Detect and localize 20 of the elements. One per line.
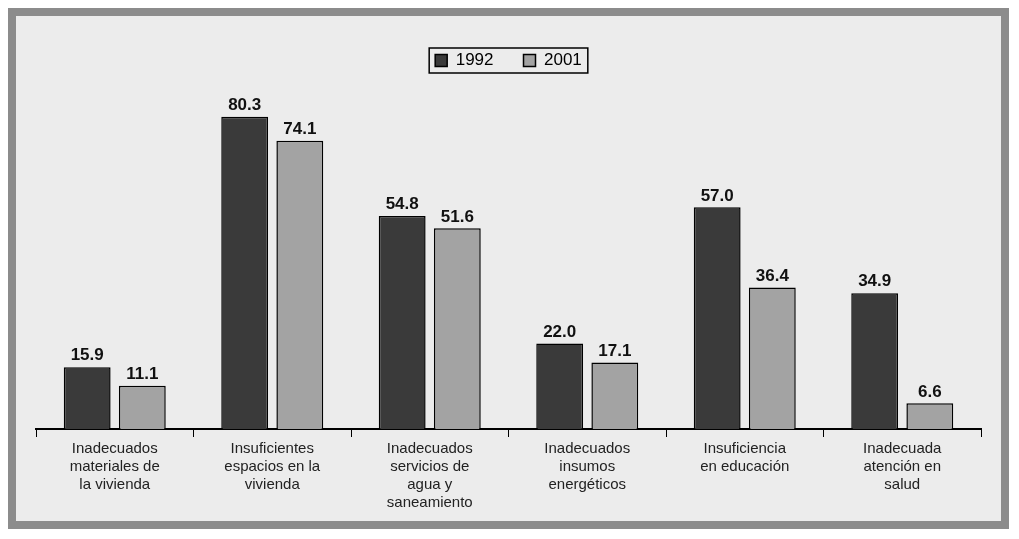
x-tick-label: Insuficiencia en educación [700,439,790,475]
x-tick-label: Inadecuada atención en salud [863,439,943,493]
data-label: 80.3 [228,94,262,114]
x-tick-label: Inadecuados servicios de agua y saneamiento [386,439,473,511]
legend-label: 2001 [544,50,582,70]
x-tick-label: Inadecuados insumos energéticos [544,439,631,493]
data-label: 17.1 [598,340,632,360]
data-label: 11.1 [126,364,159,384]
data-label: 54.8 [385,194,419,214]
data-label: 74.1 [283,119,317,139]
data-label: 15.9 [70,345,104,365]
x-tick-label: Insuficientes espacios en la vivienda [224,439,321,493]
data-label: 57.0 [700,185,734,205]
legend-label: 1992 [455,50,494,70]
data-label: 36.4 [755,265,790,285]
data-label: 34.9 [858,271,892,291]
data-label: 6.6 [917,381,942,401]
data-label: 22.0 [543,321,577,341]
x-tick-label: Inadecuados materiales de la vivienda [69,439,160,493]
data-label: 51.6 [440,206,474,226]
